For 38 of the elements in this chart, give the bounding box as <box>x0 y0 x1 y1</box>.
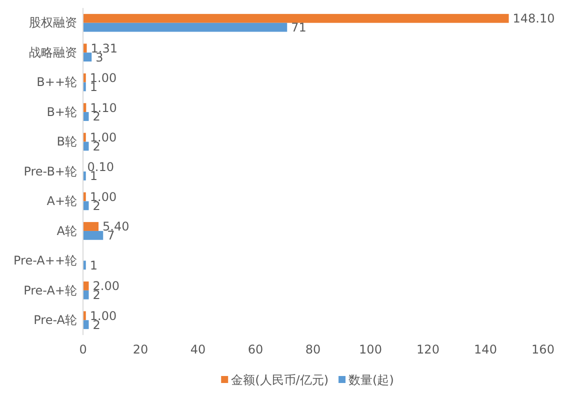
bar <box>83 112 89 121</box>
bar <box>83 230 104 240</box>
data-label: 71 <box>291 20 306 35</box>
bar <box>83 290 89 300</box>
x-tick-label: 140 <box>474 342 497 357</box>
bar <box>83 142 89 151</box>
x-tick-label: 40 <box>190 342 206 357</box>
y-tick-label: 战略融资 <box>29 45 77 60</box>
bar <box>83 52 92 62</box>
y-tick-label: A轮 <box>56 224 77 238</box>
y-tick-label: Pre-B+轮 <box>24 164 77 178</box>
y-tick-label: 股权融资 <box>29 16 77 30</box>
data-label: 1 <box>90 258 98 272</box>
x-tick-label: 160 <box>532 342 554 357</box>
y-tick-label: A+轮 <box>46 194 77 208</box>
bar <box>83 201 89 210</box>
legend-label: 数量(起) <box>348 373 394 388</box>
data-label: 148.10 <box>512 12 555 26</box>
bar <box>83 22 288 32</box>
y-tick-label: B轮 <box>56 134 77 149</box>
bar <box>83 14 509 23</box>
x-tick-label: 60 <box>248 342 264 357</box>
x-tick-label: 0 <box>79 342 87 357</box>
bar <box>83 320 89 330</box>
y-tick-label: Pre-A+轮 <box>24 283 77 298</box>
y-tick-label: B+轮 <box>46 104 77 119</box>
x-tick-label: 20 <box>132 342 148 357</box>
y-tick-label: Pre-A++轮 <box>14 254 77 268</box>
x-tick-label: 100 <box>359 342 382 357</box>
legend-label: 金额(人民币/亿元) <box>231 373 329 388</box>
x-tick-label: 120 <box>416 342 440 357</box>
bar <box>83 222 99 231</box>
y-tick-label: B++轮 <box>36 75 77 90</box>
y-tick-label: Pre-A轮 <box>34 312 77 327</box>
bar <box>83 281 89 290</box>
data-label: 3 <box>96 50 104 64</box>
x-tick-label: 80 <box>305 342 321 357</box>
bar <box>83 44 87 53</box>
